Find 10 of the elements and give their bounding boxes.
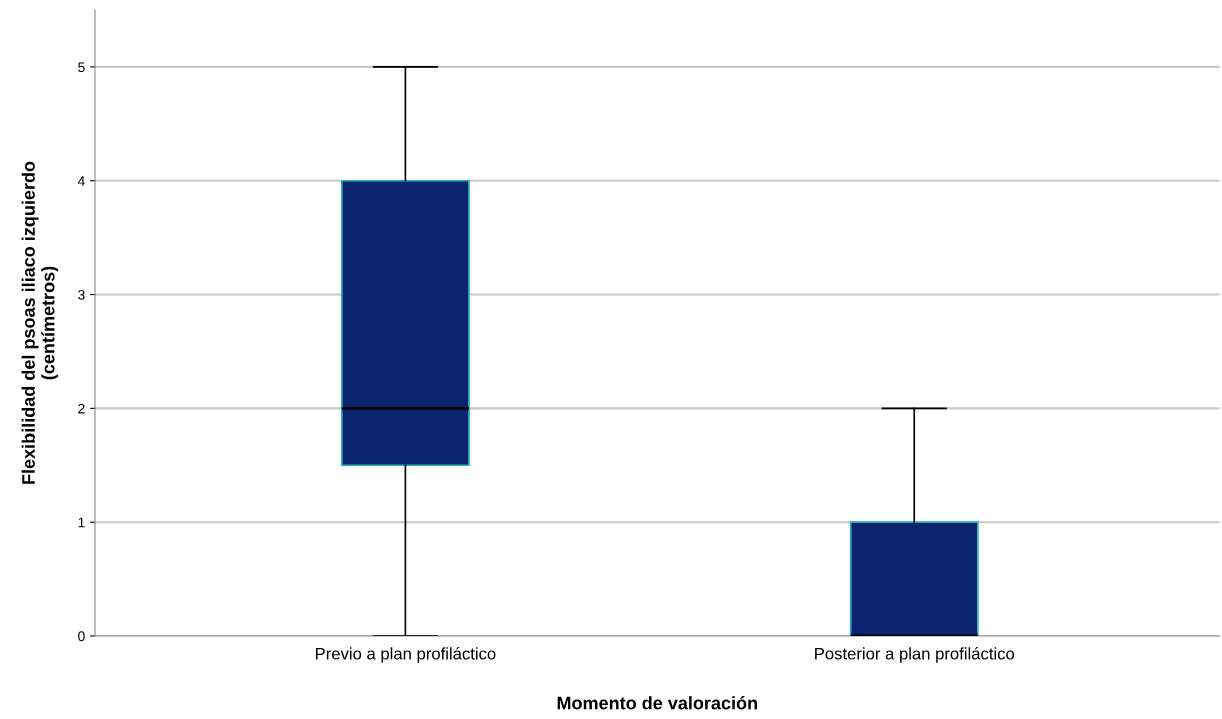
x-tick-label: Posterior a plan profiláctico — [815, 647, 1015, 663]
x-axis-title: Momento de valoración — [557, 696, 757, 710]
y-axis-title: Flexibilidad del psoas iliaco izquierdo (centímetros) — [21, 161, 59, 484]
y-tick-label: 3 — [78, 289, 85, 300]
y-tick-label: 0 — [78, 631, 85, 642]
x-tick-label: Previo a plan profiláctico — [315, 647, 496, 663]
y-tick-label: 2 — [78, 403, 85, 414]
y-tick-label: 4 — [77, 176, 85, 186]
y-tick-label: 1 — [78, 517, 85, 528]
y-tick-label: 5 — [78, 62, 85, 73]
